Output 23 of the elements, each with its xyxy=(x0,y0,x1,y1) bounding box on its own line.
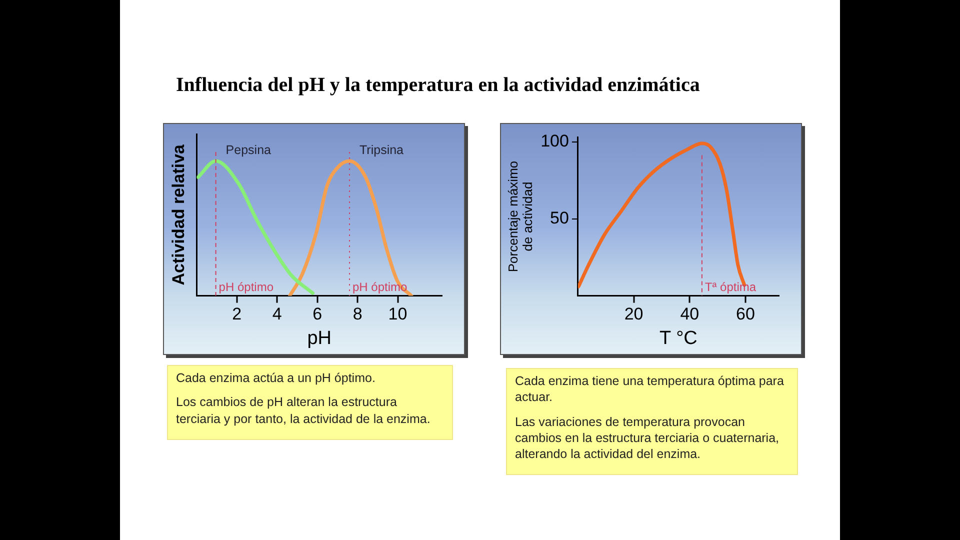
y-tick-label: 100 xyxy=(540,132,569,151)
series-label: Pepsina xyxy=(226,143,272,158)
x-tick-label: 4 xyxy=(272,304,282,324)
x-tick-label: 2 xyxy=(232,304,242,324)
chart-title: Influencia del pH y la temperatura en la actividad enzimática xyxy=(175,74,701,97)
ref-line-label: Tª óptima xyxy=(704,280,756,294)
x-tick-label: 6 xyxy=(312,304,322,324)
text: Cada enzima actúa a un pH óptimo. xyxy=(176,370,376,386)
y-axis-title: Porcentaje máximo de actividad xyxy=(506,160,536,272)
x-tick-label: 60 xyxy=(736,304,755,324)
y-axis-title: Actividad relativa xyxy=(169,144,188,286)
x-tick-label: 40 xyxy=(680,304,700,324)
text: Los cambios de pH alteran la estructura terciaria y por tanto, la actividad de la enzima. xyxy=(176,394,432,427)
text: Las variaciones de temperatura provocan cambios en la estructura terciaria o cuaternaria, alterando la actividad del enzima. xyxy=(515,414,780,462)
x-axis-title: pH xyxy=(307,328,332,349)
series-label: Tripsina xyxy=(360,143,404,158)
y-tick-label: 50 xyxy=(550,208,569,228)
x-tick-label: 8 xyxy=(352,304,362,324)
x-tick-label: 20 xyxy=(624,304,644,324)
x-tick-label: 10 xyxy=(388,304,408,324)
ref-line-label: pH óptimo xyxy=(218,280,274,294)
x-axis-title: T °C xyxy=(660,328,698,349)
text: Cada enzima tiene una temperatura óptima para actuar. xyxy=(515,373,785,406)
